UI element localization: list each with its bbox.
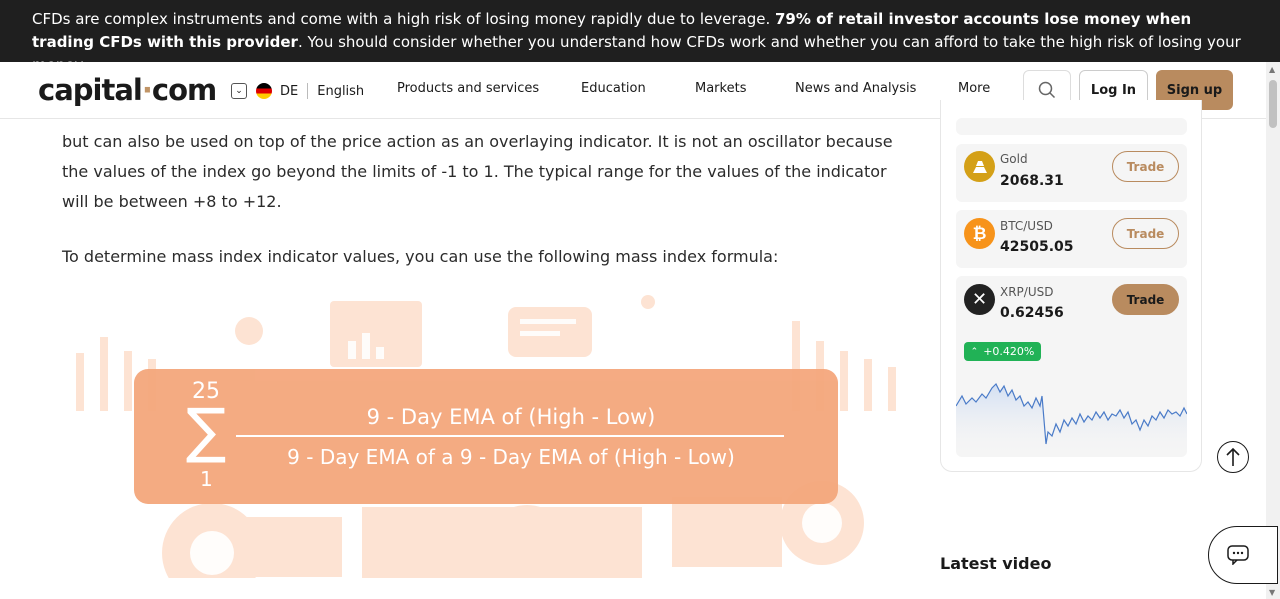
scroll-up-arrow-icon[interactable]: ▲ (1269, 65, 1276, 74)
asset-name: XRP/USD (1000, 285, 1054, 299)
trade-button-xrp-usd[interactable]: Trade (1112, 284, 1179, 315)
gold-icon (964, 151, 995, 182)
search-icon (1038, 81, 1056, 99)
country-code: DE (280, 83, 299, 99)
asset-row-xrp-usd[interactable]: ✕ XRP/USD 0.62456 Trade (956, 276, 1187, 457)
chat-button[interactable] (1208, 526, 1278, 584)
formula-fraction-bar (236, 435, 784, 437)
mass-index-formula-illustration: 25 ∑ 1 9 - Day EMA of (High - Low) 9 - D… (62, 287, 902, 578)
scroll-thumb[interactable] (1269, 80, 1277, 128)
risk-warning-banner: CFDs are complex instruments and come wi… (0, 0, 1280, 74)
nav-products-and-services[interactable]: Products and services (397, 81, 540, 96)
logo-dot: · (141, 73, 153, 107)
formula-denominator: 9 - Day EMA of a 9 - Day EMA of (High - … (287, 445, 735, 469)
formula-panel: 25 ∑ 1 9 - Day EMA of (High - Low) 9 - D… (134, 369, 838, 504)
asset-row-partial (956, 118, 1187, 135)
trade-button-btc-usd[interactable]: Trade (1112, 218, 1179, 249)
site-header: capital·com ⌄ DE English Products and se… (0, 62, 1266, 119)
logo-text-left: capital (38, 73, 143, 107)
asset-row-gold[interactable]: Gold 2068.31 Trade (956, 144, 1187, 202)
asset-row-btc-usd[interactable]: ₿ BTC/USD 42505.05 Trade (956, 210, 1187, 268)
asset-price: 0.62456 (1000, 305, 1064, 321)
chat-icon (1227, 545, 1249, 565)
chevron-up-icon: ⌃ (970, 346, 979, 357)
formula-numerator: 9 - Day EMA of (High - Low) (366, 405, 656, 429)
price-change-badge: ⌃ +0.420% (964, 342, 1041, 361)
formula-upper-limit: 25 (192, 379, 220, 404)
chevron-down-icon[interactable]: ⌄ (231, 83, 247, 99)
asset-price: 2068.31 (1000, 173, 1064, 189)
asset-price: 42505.05 (1000, 239, 1074, 255)
nav-news-and-analysis[interactable]: News and Analysis (795, 81, 917, 96)
arrow-up-icon (1226, 447, 1240, 466)
page-scrollbar[interactable]: ▲ ▼ (1266, 62, 1280, 599)
capital-logo[interactable]: capital·com (38, 73, 217, 107)
article-paragraph-formula-intro: To determine mass index indicator values… (62, 247, 779, 266)
bitcoin-icon: ₿ (964, 218, 995, 249)
formula-sigma: ∑ (186, 396, 227, 466)
logo-text-right: com (151, 73, 217, 107)
asset-name: Gold (1000, 152, 1028, 166)
nav-education[interactable]: Education (581, 81, 646, 96)
nav-more[interactable]: More (958, 81, 991, 96)
scroll-down-arrow-icon[interactable]: ▼ (1269, 588, 1276, 597)
formula-lower-limit: 1 (200, 467, 213, 491)
trade-button-gold[interactable]: Trade (1112, 151, 1179, 182)
scroll-to-top-button[interactable] (1217, 441, 1249, 473)
asset-name: BTC/USD (1000, 219, 1053, 233)
xrp-price-sparkline (956, 382, 1187, 457)
language-label[interactable]: English (317, 83, 365, 99)
price-change-value: +0.420% (983, 345, 1035, 358)
article-paragraph: but can also be used on top of the price… (62, 132, 893, 211)
risk-warning-text: CFDs are complex instruments and come wi… (32, 10, 775, 28)
language-selector[interactable]: ⌄ DE English (231, 81, 364, 101)
divider (307, 83, 309, 99)
nav-markets[interactable]: Markets (695, 81, 747, 96)
germany-flag-icon (256, 83, 272, 99)
risk-warning-bold: 79% of retail investor accounts lose mon… (32, 10, 1192, 51)
xrp-icon: ✕ (964, 284, 995, 315)
latest-video-heading: Latest video (940, 554, 1052, 573)
